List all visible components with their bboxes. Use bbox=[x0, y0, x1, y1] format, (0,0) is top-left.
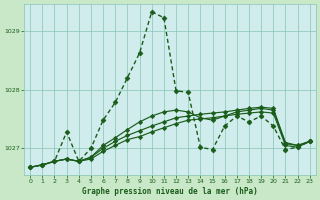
X-axis label: Graphe pression niveau de la mer (hPa): Graphe pression niveau de la mer (hPa) bbox=[82, 187, 258, 196]
